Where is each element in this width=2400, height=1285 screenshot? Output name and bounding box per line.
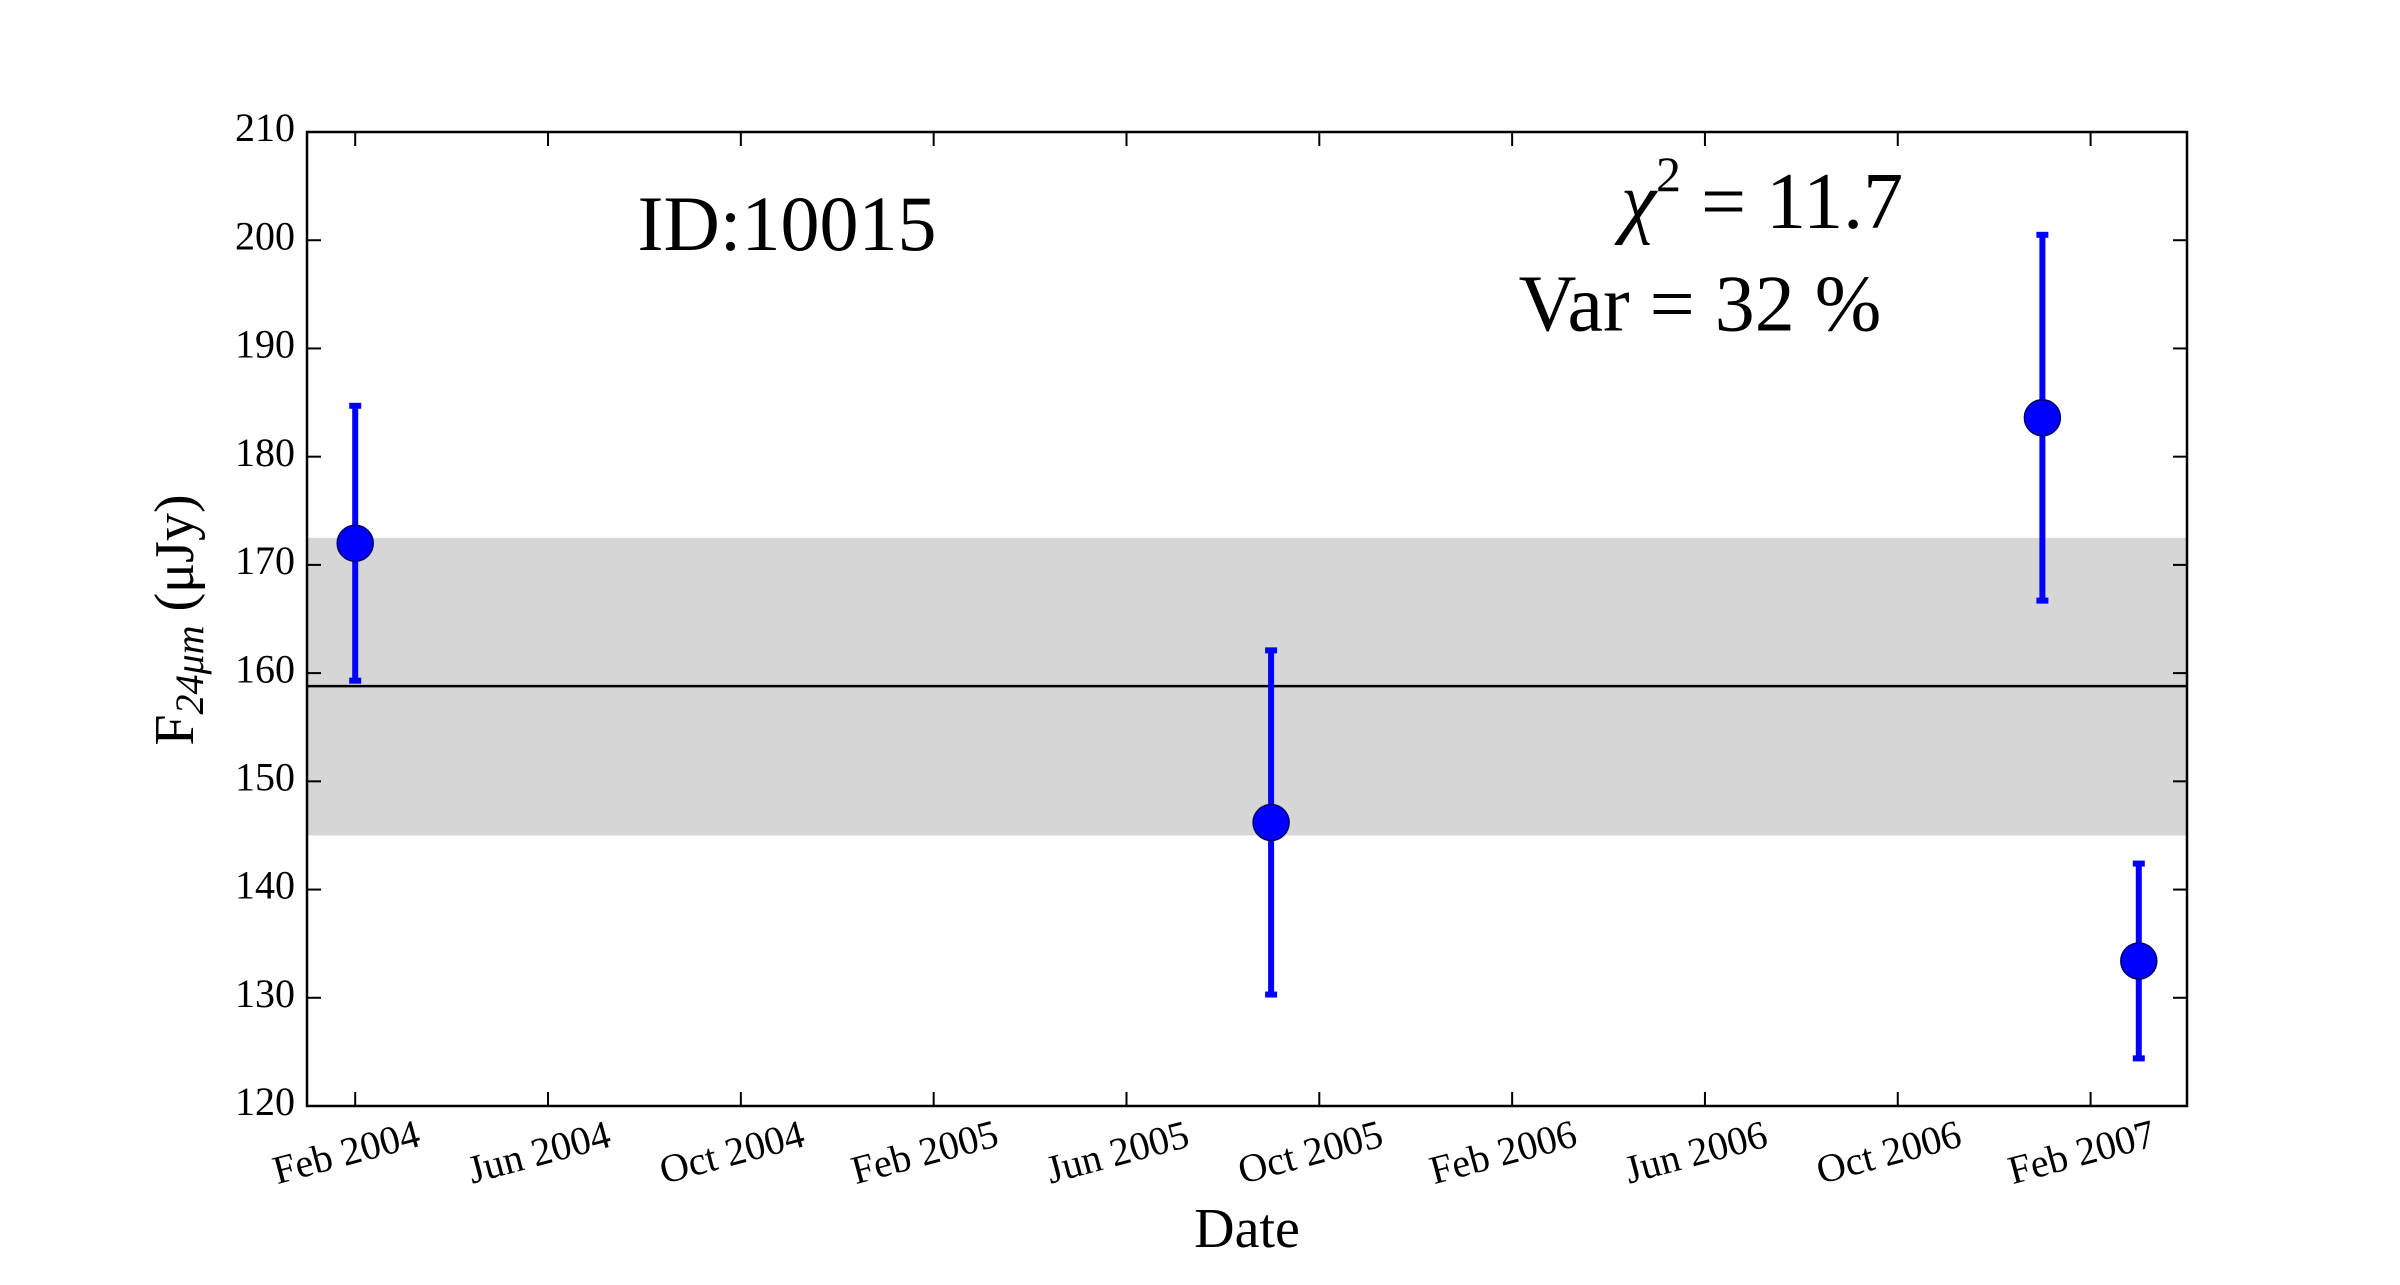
y-tick-label: 150 — [235, 755, 295, 800]
var-annotation: Var = 32 % — [1519, 260, 1882, 348]
chi-annotation: χ2 = 11.7 — [1614, 146, 1903, 246]
y-label-unit: (μJy) — [144, 494, 206, 625]
y-tick-label: 170 — [235, 538, 295, 583]
x-axis-label: Date — [1194, 1198, 1300, 1260]
y-label-subscript: 24μm — [167, 626, 212, 715]
y-tick-label: 160 — [235, 646, 295, 691]
chi-symbol: χ — [1614, 158, 1658, 246]
chi-exponent: 2 — [1656, 146, 1681, 202]
y-tick-label: 120 — [235, 1079, 295, 1124]
data-point — [2023, 398, 2062, 437]
y-tick-label: 200 — [235, 213, 295, 258]
data-point — [1252, 803, 1290, 842]
y-tick-label: 130 — [235, 971, 295, 1016]
y-label-main: F — [144, 714, 206, 745]
y-tick-label: 210 — [235, 105, 295, 150]
y-tick-label: 190 — [235, 322, 295, 367]
y-tick-label: 140 — [235, 863, 295, 908]
plot-frame — [305, 130, 2189, 1108]
data-point — [336, 524, 374, 562]
chi-value: = 11.7 — [1681, 158, 1903, 246]
y-tick-label: 180 — [235, 430, 295, 475]
id-annotation: ID:10015 — [638, 180, 937, 267]
y-axis-label: F24μm (μJy) — [144, 494, 212, 745]
data-point — [2120, 942, 2158, 980]
